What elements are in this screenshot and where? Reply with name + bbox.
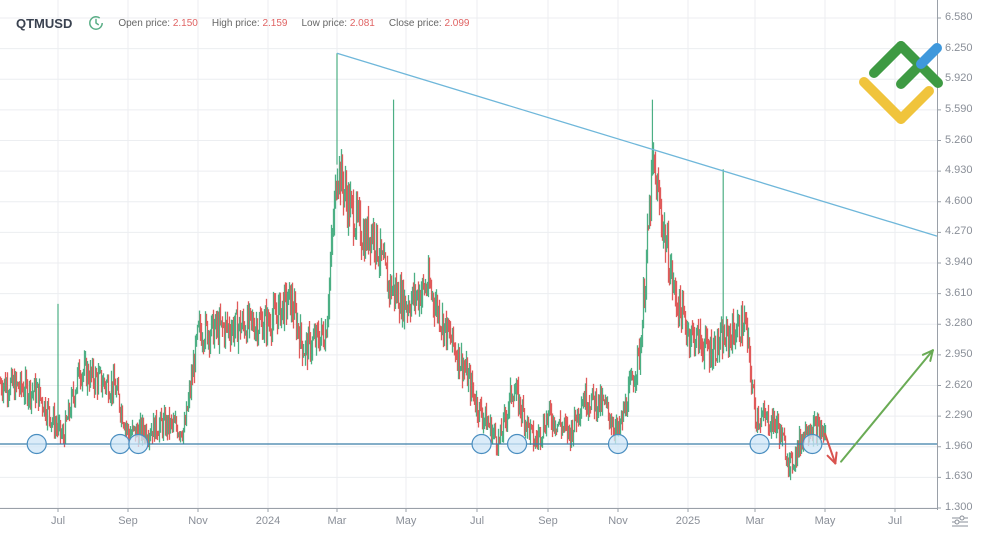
chart-settings-icon[interactable] bbox=[950, 515, 970, 529]
descending-trendline[interactable] bbox=[336, 52, 938, 237]
y-tick-label: 1.630 bbox=[945, 470, 973, 483]
y-tick-label: 1.300 bbox=[945, 501, 973, 513]
x-tick-label: Sep bbox=[118, 515, 138, 527]
down-arrow[interactable] bbox=[824, 432, 837, 465]
open-price-value: 2.150 bbox=[172, 17, 198, 29]
support-touch-circle[interactable] bbox=[802, 433, 823, 455]
x-tick-label: Nov bbox=[608, 515, 628, 527]
low-price-value: 2.081 bbox=[349, 17, 375, 29]
y-tick-label: 5.590 bbox=[945, 102, 973, 115]
chart-header: QTMUSD Open price: 2.150 High price: 2.1… bbox=[16, 12, 484, 34]
support-touch-circle[interactable] bbox=[471, 433, 492, 455]
y-tick-label: 1.960 bbox=[945, 439, 973, 452]
x-tick-label: Jul bbox=[50, 515, 66, 527]
low-price: Low price: 2.081 bbox=[301, 17, 375, 29]
x-tick-label: Mar bbox=[327, 515, 347, 527]
y-tick-label: 2.620 bbox=[945, 378, 973, 391]
x-tick-label: 2024 bbox=[255, 515, 281, 527]
x-tick-label: Mar bbox=[745, 515, 765, 527]
company-logo-icon bbox=[859, 41, 943, 124]
support-touch-circle[interactable] bbox=[128, 433, 149, 455]
up-arrow-head bbox=[929, 349, 934, 362]
up-arrow[interactable] bbox=[840, 349, 934, 463]
y-tick-label: 5.920 bbox=[945, 72, 973, 85]
close-price-value: 2.099 bbox=[444, 17, 470, 29]
support-touch-circle[interactable] bbox=[109, 433, 131, 455]
y-tick-label: 3.280 bbox=[945, 317, 973, 330]
x-tick-label: Sep bbox=[538, 515, 558, 527]
high-price: High price: 2.159 bbox=[211, 17, 288, 29]
support-touch-circle[interactable] bbox=[506, 433, 528, 455]
x-tick-label: Nov bbox=[188, 515, 208, 527]
down-arrow-head bbox=[834, 451, 838, 465]
up-arrow-head bbox=[921, 349, 934, 356]
x-tick-label: Jul bbox=[469, 515, 485, 527]
y-tick-label: 4.270 bbox=[945, 225, 973, 238]
high-price-value: 2.159 bbox=[262, 17, 288, 29]
y-tick-label: 2.290 bbox=[945, 409, 973, 422]
y-tick-label: 4.930 bbox=[945, 164, 973, 177]
symbol-label: QTMUSD bbox=[16, 15, 73, 31]
y-tick-label: 6.580 bbox=[945, 11, 973, 23]
y-tick-label: 3.940 bbox=[945, 256, 973, 268]
x-tick-label: May bbox=[395, 515, 417, 527]
x-tick-label: 2025 bbox=[675, 515, 701, 527]
x-tick-label: Jul bbox=[887, 515, 903, 527]
down-arrow-head bbox=[826, 454, 837, 465]
y-tick-label: 3.610 bbox=[945, 286, 973, 299]
y-tick-label: 4.600 bbox=[945, 194, 973, 207]
y-tick-label: 6.250 bbox=[945, 41, 973, 54]
close-price: Close price: 2.099 bbox=[388, 17, 470, 29]
y-tick-label: 5.260 bbox=[945, 133, 973, 146]
clock-refresh-icon[interactable] bbox=[88, 15, 104, 31]
x-tick-label: May bbox=[814, 515, 836, 527]
support-touch-circle[interactable] bbox=[26, 433, 47, 455]
candles bbox=[0, 142, 827, 478]
y-tick-label: 2.950 bbox=[945, 347, 973, 360]
support-touch-circle[interactable] bbox=[749, 433, 770, 455]
open-price: Open price: 2.150 bbox=[118, 17, 198, 29]
support-touch-circle[interactable] bbox=[607, 433, 629, 455]
